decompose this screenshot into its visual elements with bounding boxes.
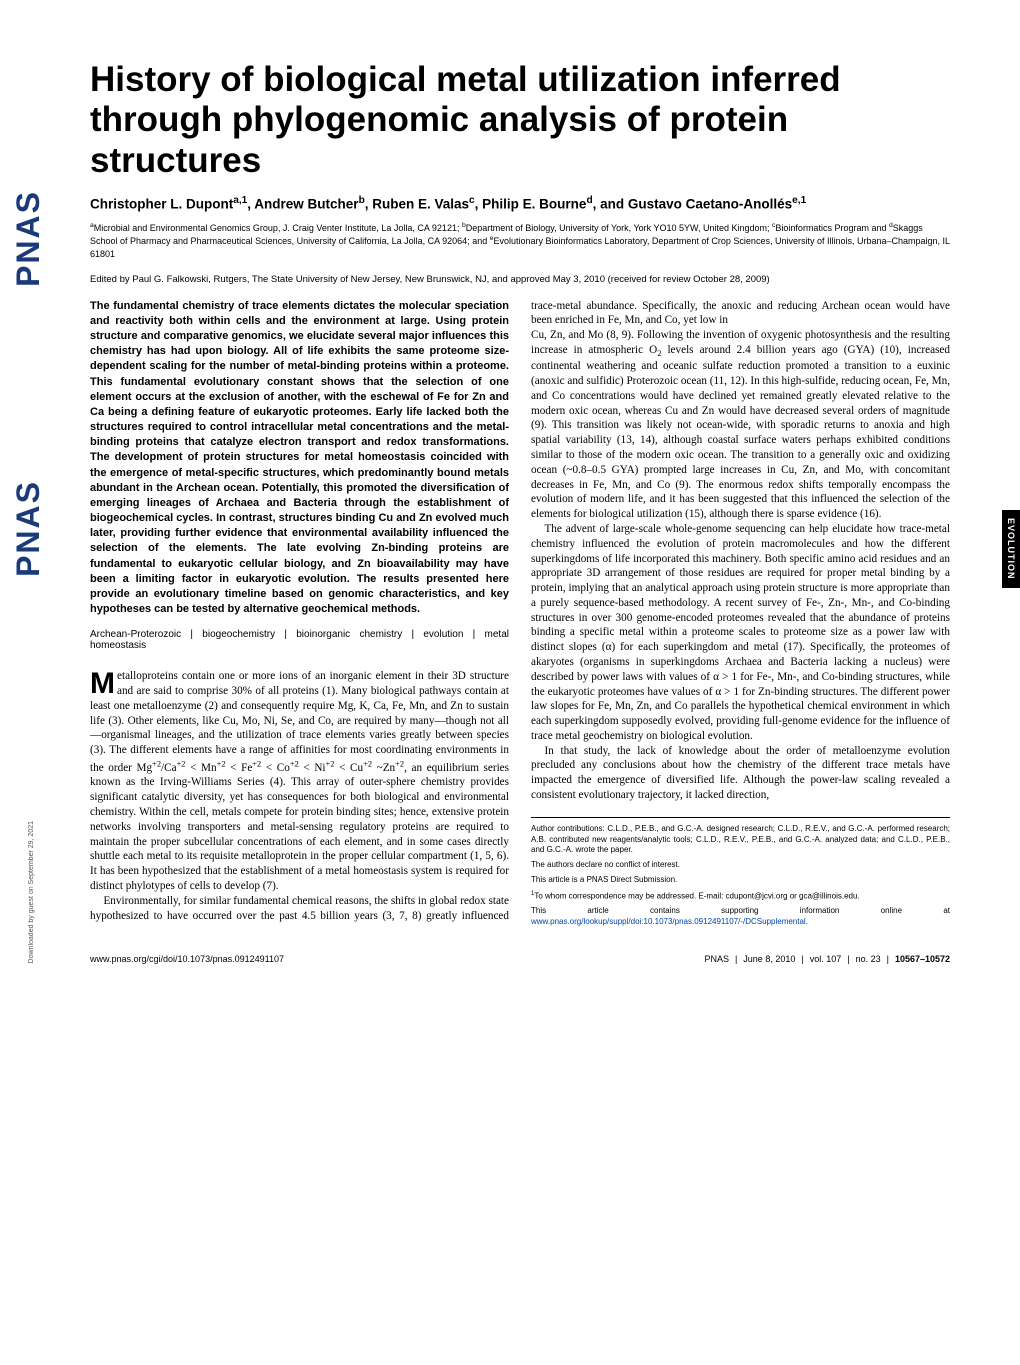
para-1: Metalloproteins contain one or more ions… (90, 669, 509, 893)
supplemental-link[interactable]: www.pnas.org/lookup/suppl/doi:10.1073/pn… (531, 917, 806, 926)
edited-by-line: Edited by Paul G. Falkowski, Rutgers, Th… (90, 274, 950, 285)
footnote-supplemental-suffix: . (806, 917, 808, 926)
affiliations: aMicrobial and Environmental Genomics Gr… (90, 221, 950, 259)
dropcap: M (90, 669, 117, 697)
footer-citation: PNAS|June 8, 2010|vol. 107|no. 23|10567–… (704, 954, 950, 964)
authors-line: Christopher L. Duponta,1, Andrew Butcher… (90, 195, 950, 212)
footer-doi: www.pnas.org/cgi/doi/10.1073/pnas.091249… (90, 954, 284, 964)
footnote-conflict: The authors declare no conflict of inter… (531, 860, 950, 871)
footnote-supplemental-prefix: This article contains supporting informa… (531, 906, 950, 915)
para-4: The advent of large-scale whole-genome s… (531, 522, 950, 744)
para-5: In that study, the lack of knowledge abo… (531, 744, 950, 803)
footer-date: June 8, 2010 (743, 954, 795, 964)
two-column-body: The fundamental chemistry of trace eleme… (90, 299, 950, 928)
para-3: Cu, Zn, and Mo (8, 9). Following the inv… (531, 328, 950, 522)
footnote-contributions: Author contributions: C.L.D., P.E.B., an… (531, 824, 950, 856)
article-title: History of biological metal utilization … (90, 60, 950, 181)
keywords: Archean-Proterozoic | biogeochemistry | … (90, 629, 509, 651)
page-container: History of biological metal utilization … (0, 0, 1020, 994)
footer-journal: PNAS (704, 954, 729, 964)
footnote-correspondence: 1To whom correspondence may be addressed… (531, 890, 950, 902)
footnote-supplemental: This article contains supporting informa… (531, 906, 950, 928)
footer-vol: vol. 107 (810, 954, 842, 964)
footnote-submission: This article is a PNAS Direct Submission… (531, 875, 950, 886)
footnotes-block: Author contributions: C.L.D., P.E.B., an… (531, 817, 950, 928)
abstract: The fundamental chemistry of trace eleme… (90, 299, 509, 618)
para-1-text: etalloproteins contain one or more ions … (90, 670, 509, 892)
page-footer: www.pnas.org/cgi/doi/10.1073/pnas.091249… (90, 936, 950, 964)
footer-pages: 10567–10572 (895, 954, 950, 964)
footer-issue: no. 23 (856, 954, 881, 964)
